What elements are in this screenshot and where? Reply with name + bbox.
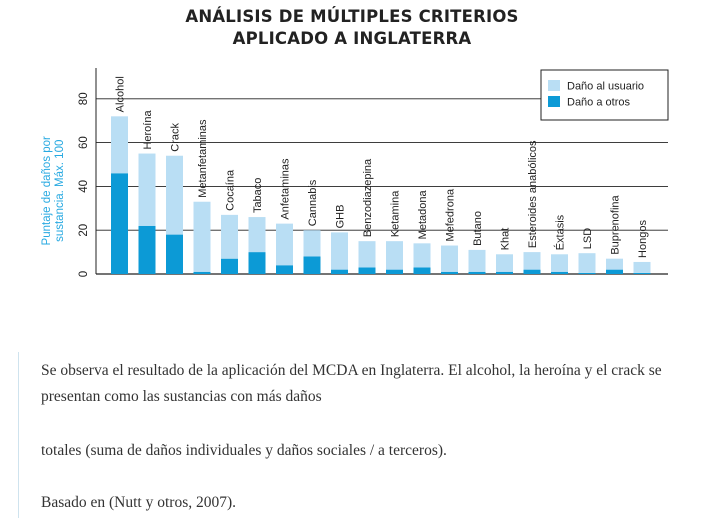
category-label-crack: Crack (170, 123, 182, 152)
legend-swatch-dano-a-otros (548, 96, 560, 107)
y-axis-title-line: sustancia. Máx. 100 (54, 140, 66, 242)
bar-user-extasis (551, 254, 568, 272)
bar-user-metanfetaminas (193, 201, 211, 272)
bar-user-cannabis (303, 230, 321, 257)
bar-user-esteroides-anabolicos (523, 252, 541, 270)
bar-user-anfetaminas (276, 223, 293, 266)
category-label-metanfetaminas: Metanfetaminas (197, 119, 209, 198)
chart-title-line-2: APLICADO A INGLATERRA (232, 29, 472, 48)
y-tick-label: 40 (78, 180, 90, 193)
legend: Daño al usuario Daño a otros (540, 69, 669, 121)
bar-others-ghb (331, 269, 348, 274)
bar-user-tabaco (248, 217, 266, 253)
chart-figure: ANÁLISIS DE MÚLTIPLES CRITERIOS APLICADO… (0, 6, 704, 277)
category-label-anfetaminas: Anfetaminas (280, 158, 292, 220)
category-label-buprenofina: Buprenofina (610, 194, 622, 254)
category-label-mefedrona: Mefedrona (445, 188, 457, 241)
y-tick-label: 80 (78, 92, 90, 105)
bar-others-extasis (551, 271, 568, 274)
legend-label-dano-a-otros: Daño a otros (567, 97, 630, 109)
chart-title: ANÁLISIS DE MÚLTIPLES CRITERIOS APLICADO… (0, 6, 704, 50)
bar-user-ghb (331, 232, 348, 270)
category-label-alcohol: Alcohol (115, 76, 127, 112)
category-label-extasis: Éxtasis (554, 214, 567, 250)
chart-title-line-1: ANÁLISIS DE MÚLTIPLES CRITERIOS (185, 7, 519, 26)
category-label-heroina: Heroína (142, 110, 154, 150)
caption-source: Basado en (Nutt y otros, 2007). (41, 494, 237, 511)
category-label-ghb: GHB (335, 205, 347, 229)
bar-user-ketamina (386, 241, 403, 270)
bar-user-heroina (138, 153, 156, 226)
y-axis: 0 20 40 60 80 Puntaje de daños por sustancia. … (41, 68, 97, 277)
category-label-cannabis: Cannabis (307, 179, 319, 226)
bar-others-crack (166, 234, 183, 274)
bar-user-buprenofina (606, 258, 623, 270)
bar-others-esteroides-anabolicos (523, 269, 541, 274)
category-label-hongos: Hongos (637, 220, 649, 258)
bar-user-crack (166, 155, 183, 235)
category-label-metadona: Metadona (417, 190, 429, 240)
category-label-benzodiazepina: Benzodiazepina (362, 158, 374, 237)
category-label-butano: Butano (472, 211, 484, 246)
bar-others-hongos (633, 272, 651, 274)
legend-swatch-dano-al-usuario (548, 80, 560, 91)
bar-others-buprenofina (606, 269, 623, 274)
category-label-ketamina: Ketamina (390, 190, 402, 237)
bar-user-alcohol (111, 116, 128, 174)
category-label-cocaina: Cocaína (225, 169, 237, 211)
bar-user-butano (468, 249, 486, 272)
legend-box (540, 69, 669, 121)
y-tick-label: 20 (78, 224, 90, 237)
caption-paragraph-2: totales (suma de daños individuales y da… (41, 442, 447, 459)
bar-user-benzodiazepina (358, 241, 376, 268)
bar-others-benzodiazepina (358, 267, 376, 274)
bar-others-anfetaminas (276, 265, 293, 274)
caption-block: Se observa el resultado de la aplicación… (18, 352, 689, 518)
bar-others-metanfetaminas (193, 271, 211, 274)
bar-others-alcohol (111, 173, 128, 274)
bar-user-cocaina (221, 214, 238, 259)
bar-user-hongos (633, 261, 651, 273)
y-tick-label: 0 (78, 271, 90, 277)
bar-others-mefedrona (441, 271, 458, 274)
bar-user-khat (496, 254, 513, 272)
category-label-tabaco: Tabaco (252, 178, 264, 213)
category-label-esteroides-anabolicos: Esteroides anabólicos (527, 140, 539, 248)
y-tick-label: 60 (78, 136, 90, 149)
bar-chart: Alcohol Heroína Crack Metanfetaminas Cocaína… (41, 68, 669, 277)
y-axis-title-line: Puntaje de daños por (41, 136, 53, 246)
bars (111, 116, 651, 274)
category-labels: Alcohol Heroína Crack Metanfetaminas Cocaína… (115, 76, 650, 258)
category-label-khat: Khat (500, 228, 512, 251)
bar-others-tabaco (248, 252, 266, 274)
caption-paragraph-1: Se observa el resultado de la aplicación… (41, 362, 662, 405)
bar-others-cocaina (221, 258, 238, 274)
category-label-lsd: LSD (582, 228, 594, 249)
bar-others-ketamina (386, 269, 403, 274)
bar-others-metadona (413, 267, 431, 274)
bar-others-butano (468, 271, 486, 274)
legend-label-dano-al-usuario: Daño al usuario (567, 81, 644, 93)
bar-user-metadona (413, 243, 431, 268)
bar-others-cannabis (303, 256, 321, 274)
bar-others-lsd (578, 272, 596, 274)
bar-user-mefedrona (441, 245, 458, 272)
bar-user-lsd (578, 253, 596, 273)
bar-others-khat (496, 271, 513, 274)
bar-others-heroina (138, 225, 156, 274)
grid-lines (96, 98, 668, 275)
